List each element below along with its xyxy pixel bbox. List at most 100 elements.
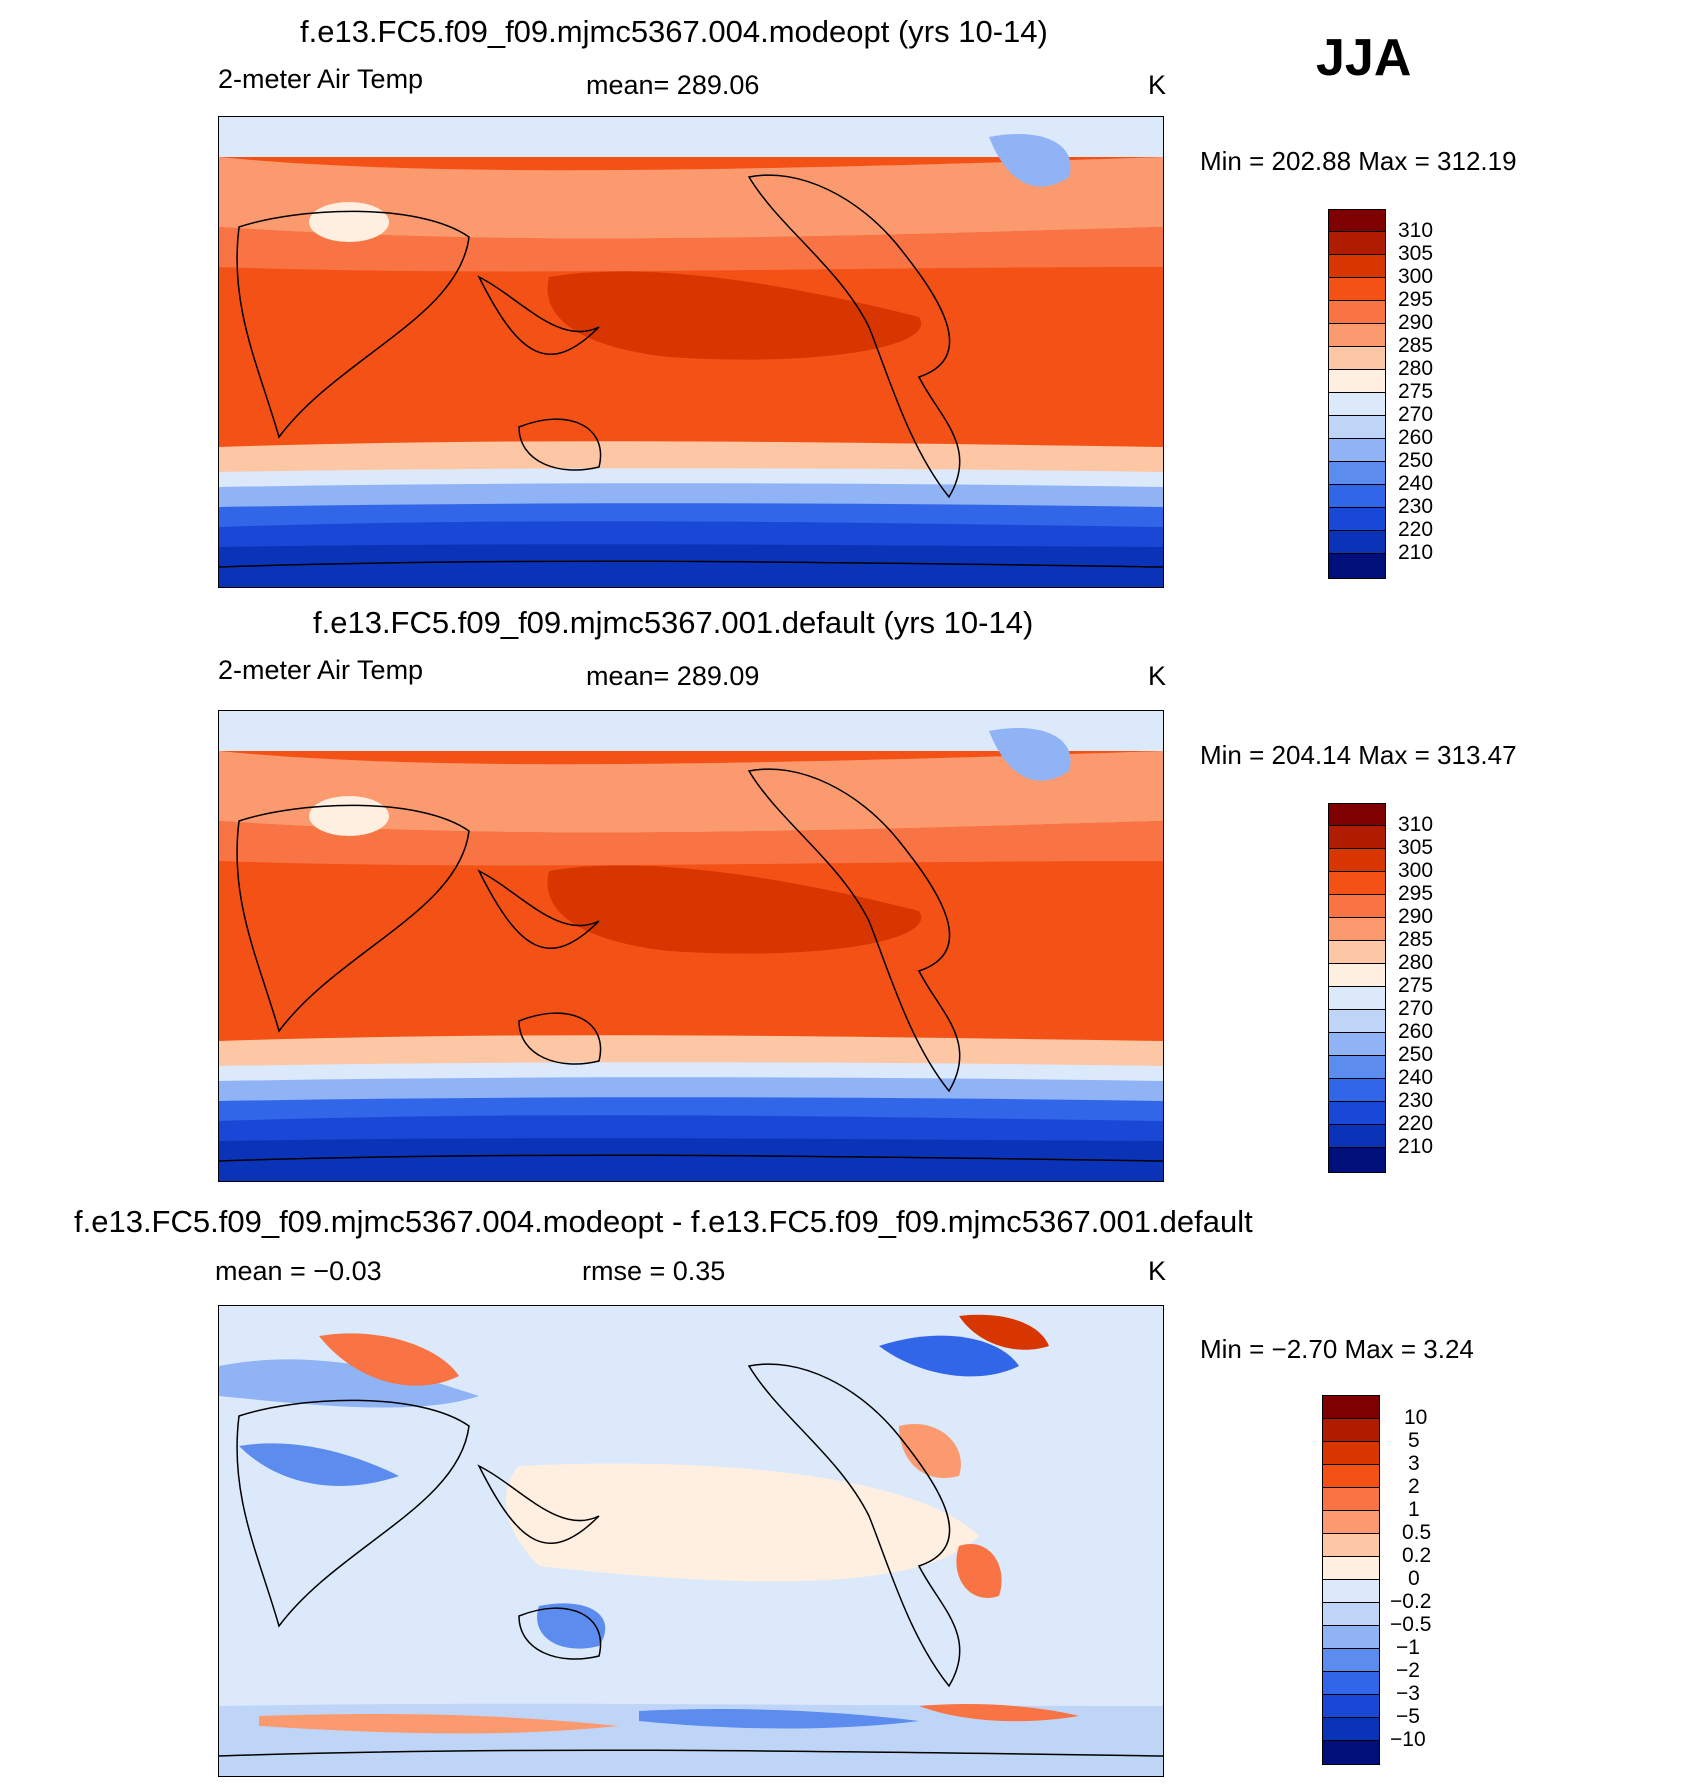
panel3-mean: mean = −0.03 [215,1256,382,1287]
colorbar-swatch [1329,462,1385,485]
panel2-variable: 2-meter Air Temp [218,655,423,686]
colorbar-label: 270 [1398,997,1433,1021]
colorbar-label: 285 [1398,334,1433,358]
colorbar-label: −1 [1396,1636,1420,1660]
colorbar-label: 275 [1398,974,1433,998]
colorbar-swatch [1323,1626,1379,1649]
colorbar-swatch [1323,1465,1379,1488]
colorbar-label: 230 [1398,1089,1433,1113]
colorbar-swatch [1329,804,1385,826]
colorbar-swatch [1329,416,1385,439]
panel2-title: f.e13.FC5.f09_f09.mjmc5367.001.default (… [313,605,1033,641]
colorbar-label: 220 [1398,1112,1433,1136]
colorbar-swatch [1329,872,1385,895]
colorbar-swatch [1329,301,1385,324]
colorbar-label: 220 [1398,518,1433,542]
colorbar-label: 0 [1408,1567,1420,1591]
panel1-units: K [1148,70,1166,101]
colorbar-swatch [1329,370,1385,393]
colorbar-swatch [1323,1741,1379,1764]
colorbar-label: 260 [1398,426,1433,450]
panel3-units: K [1148,1256,1166,1287]
colorbar-swatch [1329,895,1385,918]
colorbar-label: 250 [1398,1043,1433,1067]
colorbar-swatch [1323,1442,1379,1465]
colorbar-label: 2 [1408,1475,1420,1499]
colorbar-label: −2 [1396,1659,1420,1683]
panel1-mean: mean= 289.06 [586,70,759,101]
colorbar-swatch [1329,324,1385,347]
colorbar-swatch [1329,485,1385,508]
panel2-colorbar-box [1328,803,1386,1173]
colorbar-label: 300 [1398,859,1433,883]
panel2-mean: mean= 289.09 [586,661,759,692]
colorbar-swatch [1323,1718,1379,1741]
colorbar-swatch [1329,987,1385,1010]
colorbar-swatch [1323,1419,1379,1442]
colorbar-swatch [1329,554,1385,578]
season-label: JJA [1316,28,1411,88]
panel2-map [218,710,1164,1182]
panel2-units: K [1148,661,1166,692]
colorbar-swatch [1323,1534,1379,1557]
colorbar-swatch [1329,393,1385,416]
colorbar-swatch [1329,531,1385,554]
colorbar-label: 305 [1398,242,1433,266]
colorbar-swatch [1323,1649,1379,1672]
colorbar-label: 285 [1398,928,1433,952]
panel3-colorbar-box [1322,1395,1380,1765]
panel1-title: f.e13.FC5.f09_f09.mjmc5367.004.modeopt (… [300,14,1048,50]
colorbar-label: 250 [1398,449,1433,473]
colorbar-swatch [1323,1580,1379,1603]
colorbar-swatch [1329,347,1385,370]
colorbar-swatch [1329,1056,1385,1079]
panel3-rmse: rmse = 0.35 [582,1256,725,1287]
panel3-map [218,1305,1164,1777]
colorbar-swatch [1329,439,1385,462]
panel1-minmax: Min = 202.88 Max = 312.19 [1200,146,1517,177]
colorbar-swatch [1329,941,1385,964]
colorbar-swatch [1329,1010,1385,1033]
colorbar-swatch [1329,849,1385,872]
colorbar-label: 295 [1398,288,1433,312]
colorbar-swatch [1323,1557,1379,1580]
colorbar-label: 0.2 [1402,1544,1431,1568]
panel1-colorbar-box [1328,209,1386,579]
colorbar-swatch [1329,210,1385,232]
colorbar-label: 5 [1408,1429,1420,1453]
colorbar-label: 270 [1398,403,1433,427]
colorbar-swatch [1329,1033,1385,1056]
colorbar-swatch [1329,255,1385,278]
colorbar-label: 210 [1398,541,1433,565]
colorbar-swatch [1329,1102,1385,1125]
colorbar-label: 275 [1398,380,1433,404]
colorbar-swatch [1323,1396,1379,1419]
colorbar-label: 260 [1398,1020,1433,1044]
colorbar-swatch [1329,918,1385,941]
colorbar-swatch [1323,1672,1379,1695]
colorbar-label: 295 [1398,882,1433,906]
colorbar-swatch [1329,232,1385,255]
colorbar-label: 240 [1398,1066,1433,1090]
panel1-map [218,116,1164,588]
colorbar-swatch [1329,278,1385,301]
colorbar-label: 0.5 [1402,1521,1431,1545]
colorbar-swatch [1323,1488,1379,1511]
colorbar-swatch [1329,508,1385,531]
colorbar-swatch [1329,1148,1385,1172]
panel2-minmax: Min = 204.14 Max = 313.47 [1200,740,1517,771]
panel3-title: f.e13.FC5.f09_f09.mjmc5367.004.modeopt -… [74,1204,1253,1240]
colorbar-label: −10 [1390,1728,1426,1752]
colorbar-label: −5 [1396,1705,1420,1729]
colorbar-label: −3 [1396,1682,1420,1706]
colorbar-swatch [1323,1511,1379,1534]
panel3-minmax: Min = −2.70 Max = 3.24 [1200,1334,1474,1365]
colorbar-swatch [1323,1603,1379,1626]
colorbar-label: 1 [1408,1498,1420,1522]
colorbar-label: 3 [1408,1452,1420,1476]
colorbar-label: 210 [1398,1135,1433,1159]
colorbar-label: 310 [1398,219,1433,243]
colorbar-label: 305 [1398,836,1433,860]
colorbar-label: 230 [1398,495,1433,519]
colorbar-label: 310 [1398,813,1433,837]
